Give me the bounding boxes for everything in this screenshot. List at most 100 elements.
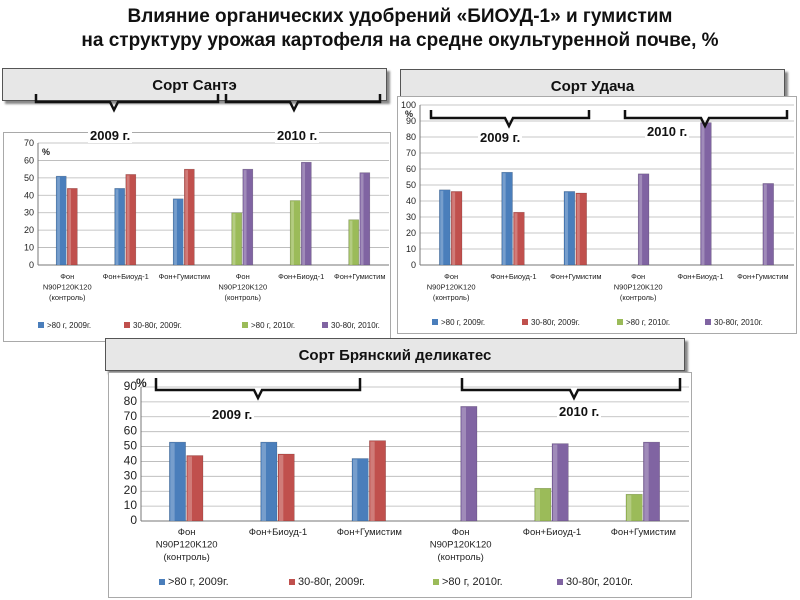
y-tick-label: 0	[130, 513, 137, 527]
year-label-bryansk-2009: 2009 г.	[210, 407, 255, 422]
bar-bryansk-s0-c2	[351, 458, 369, 522]
bar-udacha-s1-c0	[450, 191, 463, 266]
x-category-label: (контроль)	[164, 552, 210, 563]
y-tick-label: 60	[406, 164, 416, 174]
bar-highlight	[349, 220, 353, 265]
legend-label: >80 г, 2009г.	[47, 321, 91, 330]
chart-svg-udacha: 0102030405060708090100%ФонN90P120K120(ко…	[401, 100, 794, 327]
year-label-sante-2010: 2010 г.	[275, 128, 320, 143]
x-category-label: Фон	[60, 272, 74, 281]
y-tick-label: 50	[24, 173, 34, 183]
y-tick-label: 0	[29, 260, 34, 270]
bracket-bryansk	[154, 378, 682, 401]
bar-highlight	[535, 489, 540, 521]
x-category-label: (контроль)	[438, 552, 484, 563]
legend-swatch	[124, 322, 130, 328]
x-category-label: Фон+Биоуд-1	[278, 272, 324, 281]
chart-udacha: 0 10 20 30 40 50 60 70 80 90 100% Фон N90P120K120 (ко…	[397, 96, 797, 334]
x-category-label: N90P120K120	[218, 283, 267, 292]
legend-swatch	[557, 579, 563, 585]
legend-label: 30-80г, 2009г.	[298, 576, 365, 588]
y-tick-label: 60	[124, 424, 138, 438]
bar-udacha-s0-c1	[501, 171, 513, 266]
legend-swatch	[433, 579, 439, 585]
bracket-udacha	[429, 110, 789, 129]
y-axis-label: %	[405, 109, 413, 119]
y-tick-label: 80	[406, 132, 416, 142]
bar-highlight	[564, 192, 568, 265]
legend-label: 30-80г, 2009г.	[531, 318, 580, 327]
x-category-label: N90P120K120	[430, 540, 492, 551]
bar-bryansk-s2-c4	[534, 487, 552, 522]
x-category-label: Фон+Гумистим	[159, 272, 211, 281]
legend-swatch	[159, 579, 165, 585]
x-category-label: Фон+Биоуд-1	[523, 527, 581, 538]
bar-udacha-s0-c2	[563, 191, 576, 266]
legend-swatch	[289, 579, 295, 585]
y-tick-label: 10	[24, 243, 34, 253]
x-category-label: (контроль)	[49, 293, 86, 302]
bar-highlight	[243, 170, 247, 265]
x-category-label: N90P120K120	[614, 283, 663, 292]
x-category-label: Фон+Гумистим	[550, 272, 602, 281]
chart-svg-sante: 010203040506070%ФонN90P120K120(контроль)…	[24, 138, 389, 330]
y-tick-label: 40	[406, 196, 416, 206]
bar-highlight	[461, 407, 467, 521]
bar-udacha-s0-c0	[439, 189, 451, 266]
bar-highlight	[302, 163, 306, 265]
legend-label: >80 г, 2009г.	[441, 318, 485, 327]
y-tick-label: 50	[406, 180, 416, 190]
y-tick-label: 30	[406, 212, 416, 222]
legend-label: 30-80г, 2009г.	[133, 321, 182, 330]
x-category-label: Фон+Биоуд-1	[103, 272, 149, 281]
bar-udacha-s3-c5	[762, 183, 774, 266]
y-tick-label: 20	[124, 483, 138, 497]
x-category-label: Фон+Биоуд-1	[249, 527, 307, 538]
legend-label: 30-80г, 2010г.	[566, 576, 633, 588]
bar-sante-s2-c5	[348, 219, 360, 266]
y-tick-label: 80	[124, 394, 138, 408]
y-axis-label: %	[42, 147, 50, 157]
year-label-sante-2009: 2009 г.	[88, 128, 133, 143]
legend-label: 30-80г, 2010г.	[331, 321, 380, 330]
bar-highlight	[68, 189, 72, 265]
y-tick-label: 100	[401, 100, 416, 110]
bar-highlight	[639, 174, 643, 265]
bar-sante-s0-c2	[172, 198, 184, 266]
bar-bryansk-s3-c5	[643, 441, 660, 522]
bar-udacha-s3-c3	[637, 173, 650, 266]
legend-swatch	[432, 319, 438, 325]
header-bryansk: Сорт Брянский деликатес	[105, 338, 685, 371]
bar-highlight	[115, 189, 119, 265]
y-tick-label: 90	[124, 379, 138, 393]
x-category-label: Фон+Гумистим	[737, 272, 789, 281]
bar-highlight	[352, 459, 358, 521]
bar-highlight	[440, 190, 444, 265]
bar-bryansk-s0-c1	[260, 441, 278, 522]
bar-highlight	[187, 456, 193, 521]
bar-highlight	[576, 194, 580, 265]
year-label-bryansk-2010: 2010 г.	[557, 404, 602, 419]
bar-bryansk-s3-c3	[460, 406, 478, 522]
bar-sante-s0-c0	[55, 175, 67, 266]
x-category-label: Фон+Биоуд-1	[677, 272, 723, 281]
x-category-label: (контроль)	[224, 293, 261, 302]
x-category-label: Фон+Гумистим	[337, 527, 402, 538]
bar-bryansk-s0-c0	[169, 441, 186, 522]
y-tick-label: 10	[124, 498, 138, 512]
y-tick-label: 40	[24, 190, 34, 200]
bar-sante-s1-c2	[184, 168, 195, 266]
x-category-label: (контроль)	[620, 293, 657, 302]
x-category-label: Фон	[178, 527, 196, 538]
bar-highlight	[170, 443, 175, 521]
bar-sante-s0-c1	[114, 188, 126, 266]
bar-bryansk-s1-c1	[277, 453, 295, 522]
legend-swatch	[242, 322, 248, 328]
bar-bryansk-s1-c2	[369, 440, 386, 522]
y-tick-label: 20	[406, 228, 416, 238]
y-tick-label: 70	[124, 409, 138, 423]
y-tick-label: 0	[411, 260, 416, 270]
x-category-label: N90P120K120	[427, 283, 476, 292]
bar-highlight	[452, 192, 456, 265]
bar-bryansk-s2-c5	[625, 493, 643, 522]
